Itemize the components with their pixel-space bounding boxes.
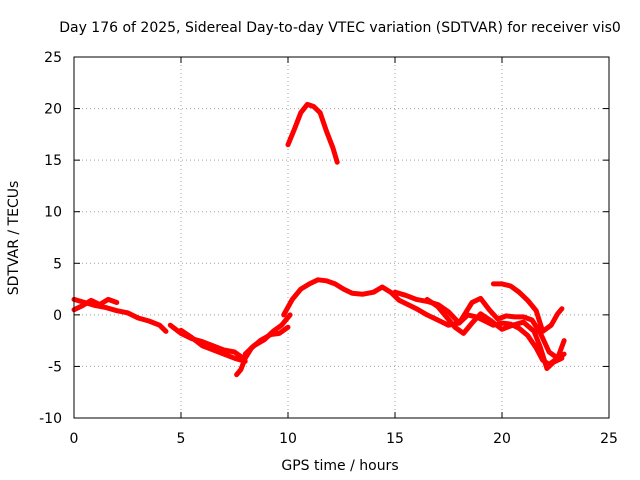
y-tick-label: -5: [48, 359, 62, 375]
series-track-4: [178, 327, 248, 364]
x-tick-label: 15: [386, 431, 404, 447]
x-tick-label: 5: [177, 431, 186, 447]
plot-frame: [73, 56, 610, 419]
y-tick-label: 15: [44, 153, 62, 169]
y-tick-label: 0: [53, 308, 62, 324]
series-track-1: [71, 296, 169, 334]
grid: [74, 57, 609, 418]
y-tick-label: -10: [39, 411, 62, 427]
y-tick-label: 5: [53, 256, 62, 272]
data-series: [71, 101, 567, 378]
x-axis-label: GPS time / hours: [281, 458, 398, 474]
x-tick-label: 0: [70, 431, 79, 447]
y-tick-label: 25: [44, 50, 62, 66]
x-tick-label: 10: [279, 431, 297, 447]
series-track-5: [234, 324, 291, 378]
series-track-2: [71, 296, 120, 313]
x-tick-label: 25: [600, 431, 618, 447]
axis-ticks: 0 5 10 15 20 25 -10 -5 0 5 10 15 20 25: [39, 50, 618, 447]
x-tick-label: 20: [493, 431, 511, 447]
series-track-11: [285, 101, 340, 165]
series-track-9: [424, 296, 565, 371]
chart-title: Day 176 of 2025, Sidereal Day-to-day VTE…: [59, 20, 621, 36]
y-tick-label: 10: [44, 205, 62, 221]
y-axis-label: SDTVAR / TECUs: [6, 181, 22, 296]
series-track-10: [490, 281, 565, 334]
series-track-7: [281, 277, 567, 367]
y-tick-label: 20: [44, 102, 62, 118]
series-track-6: [242, 312, 293, 357]
